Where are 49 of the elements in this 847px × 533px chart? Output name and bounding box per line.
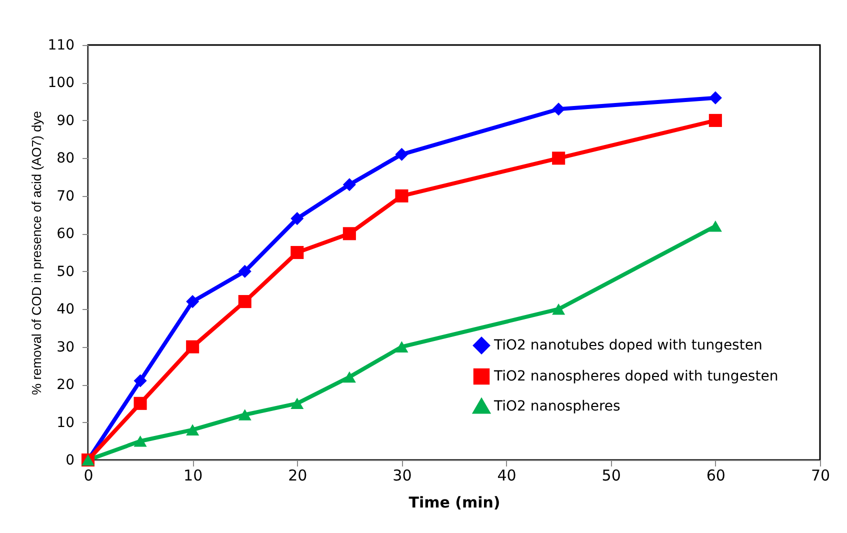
point: [395, 148, 408, 161]
y-tick-label: 20: [56, 377, 74, 394]
point: [552, 152, 566, 165]
point: [342, 371, 356, 383]
point: [342, 227, 356, 240]
point: [134, 435, 147, 447]
point: [186, 295, 200, 308]
point: [708, 220, 722, 232]
point: [552, 303, 566, 315]
y-tick-label: 60: [56, 226, 74, 242]
point: [552, 102, 566, 116]
x-tick-label: 70: [810, 466, 830, 484]
point: [186, 340, 200, 354]
point: [290, 398, 304, 410]
x-tick-label: 20: [288, 466, 308, 484]
y-tick-label: 0: [66, 452, 74, 468]
y-tick-label: 30: [56, 339, 74, 356]
x-tick-label: 10: [184, 466, 203, 484]
y-tick-label: 10: [56, 414, 74, 431]
point: [290, 246, 304, 260]
x-tick-label: 0: [84, 466, 94, 484]
legend-label: TiO2 nanospheres doped with tungesten: [493, 368, 778, 384]
point: [395, 189, 408, 202]
x-tick-label: 50: [602, 466, 621, 484]
point: [134, 396, 147, 410]
point: [238, 264, 252, 278]
y-tick-label: 40: [56, 302, 74, 318]
x-tick-label: 60: [706, 466, 726, 484]
y-tick-label: 100: [48, 75, 74, 92]
point: [238, 295, 252, 308]
x-tick-label: 30: [392, 466, 412, 484]
point: [708, 91, 722, 104]
y-tick-label: 110: [48, 38, 74, 54]
point: [290, 212, 304, 226]
y-tick-label: 80: [56, 150, 74, 167]
y-tick-label: 70: [56, 188, 74, 204]
point: [186, 424, 200, 436]
legend-label: TiO2 nanospheres: [493, 398, 620, 414]
point: [238, 409, 252, 420]
point: [395, 341, 408, 352]
x-axis-title: Time (min): [408, 494, 500, 512]
x-tick-label: 40: [497, 466, 516, 484]
y-tick-label: 50: [56, 264, 74, 280]
legend-label: TiO2 nanotubes doped with tungesten: [493, 338, 762, 354]
y-tick-label: 90: [56, 112, 74, 129]
y-axis-title: % removal of COD in presence of acid (AO7) dye: [28, 111, 44, 395]
point: [342, 178, 356, 192]
point: [134, 374, 147, 388]
point: [708, 114, 722, 127]
